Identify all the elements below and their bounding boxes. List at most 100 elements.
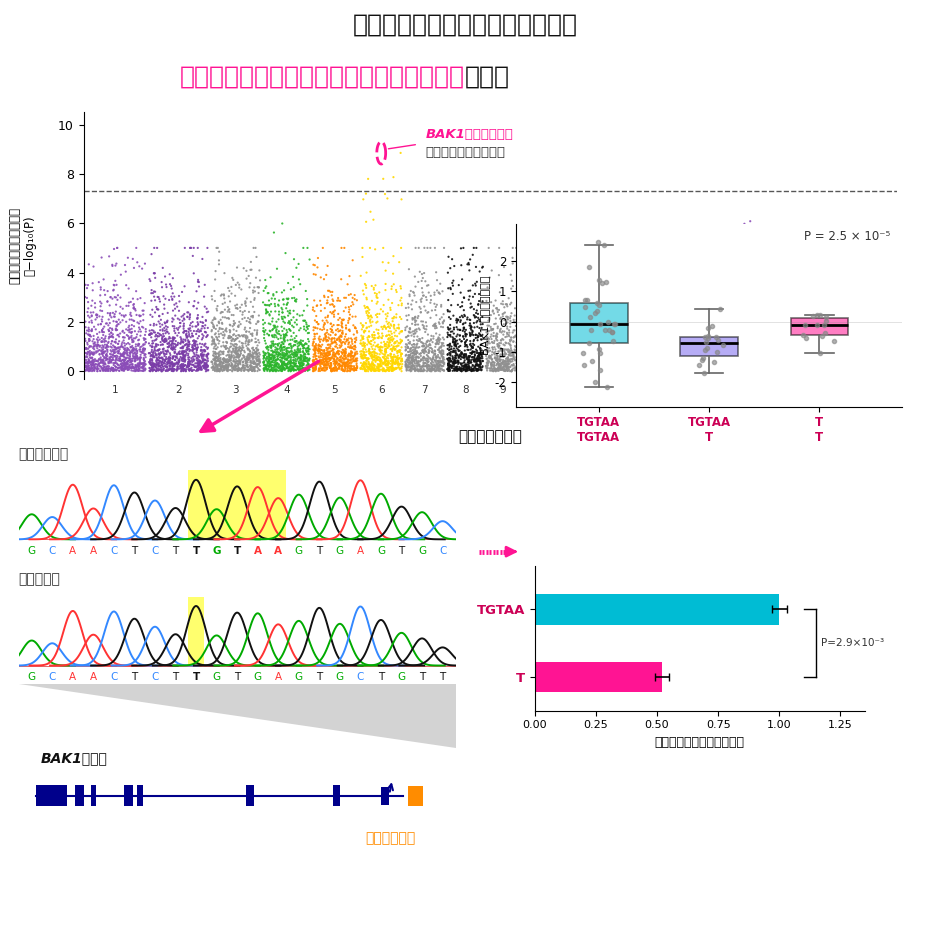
Point <box>298 313 312 328</box>
Point <box>196 328 211 343</box>
Point <box>341 331 356 346</box>
Point <box>284 352 299 367</box>
Point <box>447 337 462 352</box>
Point <box>241 335 256 350</box>
Point <box>597 322 612 337</box>
Point <box>80 354 95 369</box>
Point <box>484 327 498 342</box>
Point <box>784 352 799 367</box>
Point <box>649 364 664 379</box>
Point <box>464 350 479 365</box>
Point <box>427 296 442 311</box>
Point <box>93 352 108 367</box>
Point <box>211 329 226 344</box>
Point <box>326 350 340 365</box>
Point <box>686 327 701 342</box>
Point <box>676 350 691 365</box>
Point <box>238 352 253 367</box>
Point <box>96 360 111 375</box>
Point <box>724 350 739 365</box>
Point <box>667 344 682 359</box>
Point <box>761 312 776 327</box>
Point <box>216 324 231 339</box>
Point <box>160 324 175 339</box>
Point <box>575 337 590 352</box>
Point <box>867 348 882 363</box>
Point <box>416 314 431 329</box>
Text: C: C <box>48 672 56 682</box>
Point <box>112 343 126 358</box>
Point <box>766 339 781 354</box>
Point <box>841 341 856 356</box>
Point <box>180 350 195 365</box>
Point <box>379 322 393 337</box>
Point <box>379 307 393 322</box>
Point <box>783 358 798 373</box>
Point <box>535 362 550 377</box>
Point <box>357 338 372 353</box>
Point <box>547 358 562 373</box>
Point <box>155 352 170 367</box>
Point <box>288 346 303 361</box>
Point <box>493 343 508 358</box>
Point <box>265 311 280 326</box>
Point <box>260 305 275 320</box>
Point <box>367 285 382 300</box>
Point <box>785 341 800 356</box>
Point <box>316 352 331 367</box>
Point <box>328 335 343 350</box>
Point <box>375 322 390 337</box>
Point <box>222 350 237 365</box>
Point <box>707 347 722 362</box>
Point <box>718 356 733 371</box>
Point <box>609 352 624 367</box>
Point <box>427 361 442 376</box>
Point <box>581 364 596 379</box>
Point <box>577 344 591 359</box>
Point <box>678 352 693 367</box>
Point <box>723 352 737 367</box>
Point <box>564 353 578 368</box>
Point <box>691 358 706 373</box>
Point <box>373 354 388 369</box>
Point <box>96 339 111 354</box>
Point <box>272 347 287 362</box>
Point <box>711 363 726 378</box>
Point <box>866 322 881 337</box>
Point <box>812 312 827 327</box>
Point <box>191 355 206 370</box>
Point <box>363 360 378 375</box>
Point <box>311 338 325 353</box>
Point <box>102 352 117 367</box>
Point <box>542 362 557 377</box>
Point <box>115 330 130 345</box>
Point <box>794 330 809 345</box>
Point <box>152 309 166 324</box>
Point <box>774 331 789 346</box>
Point <box>836 350 851 365</box>
Point <box>195 352 210 367</box>
Point <box>793 316 808 331</box>
Text: 13: 13 <box>638 385 651 395</box>
Point <box>206 319 221 334</box>
Point <box>787 362 802 377</box>
Point <box>771 334 786 349</box>
Point <box>828 353 843 368</box>
Point <box>412 357 427 372</box>
Point <box>533 338 548 353</box>
Point <box>597 289 612 304</box>
Point <box>235 311 250 326</box>
Point <box>204 324 219 338</box>
Point <box>535 317 550 332</box>
Point <box>480 356 495 371</box>
Point <box>751 349 765 364</box>
Point <box>205 329 219 344</box>
Point <box>806 355 821 370</box>
Point <box>316 354 331 369</box>
Point <box>725 354 740 369</box>
Point <box>739 331 754 346</box>
Point <box>114 355 129 370</box>
Point <box>209 330 224 345</box>
Point <box>86 364 101 379</box>
Point <box>743 343 758 358</box>
